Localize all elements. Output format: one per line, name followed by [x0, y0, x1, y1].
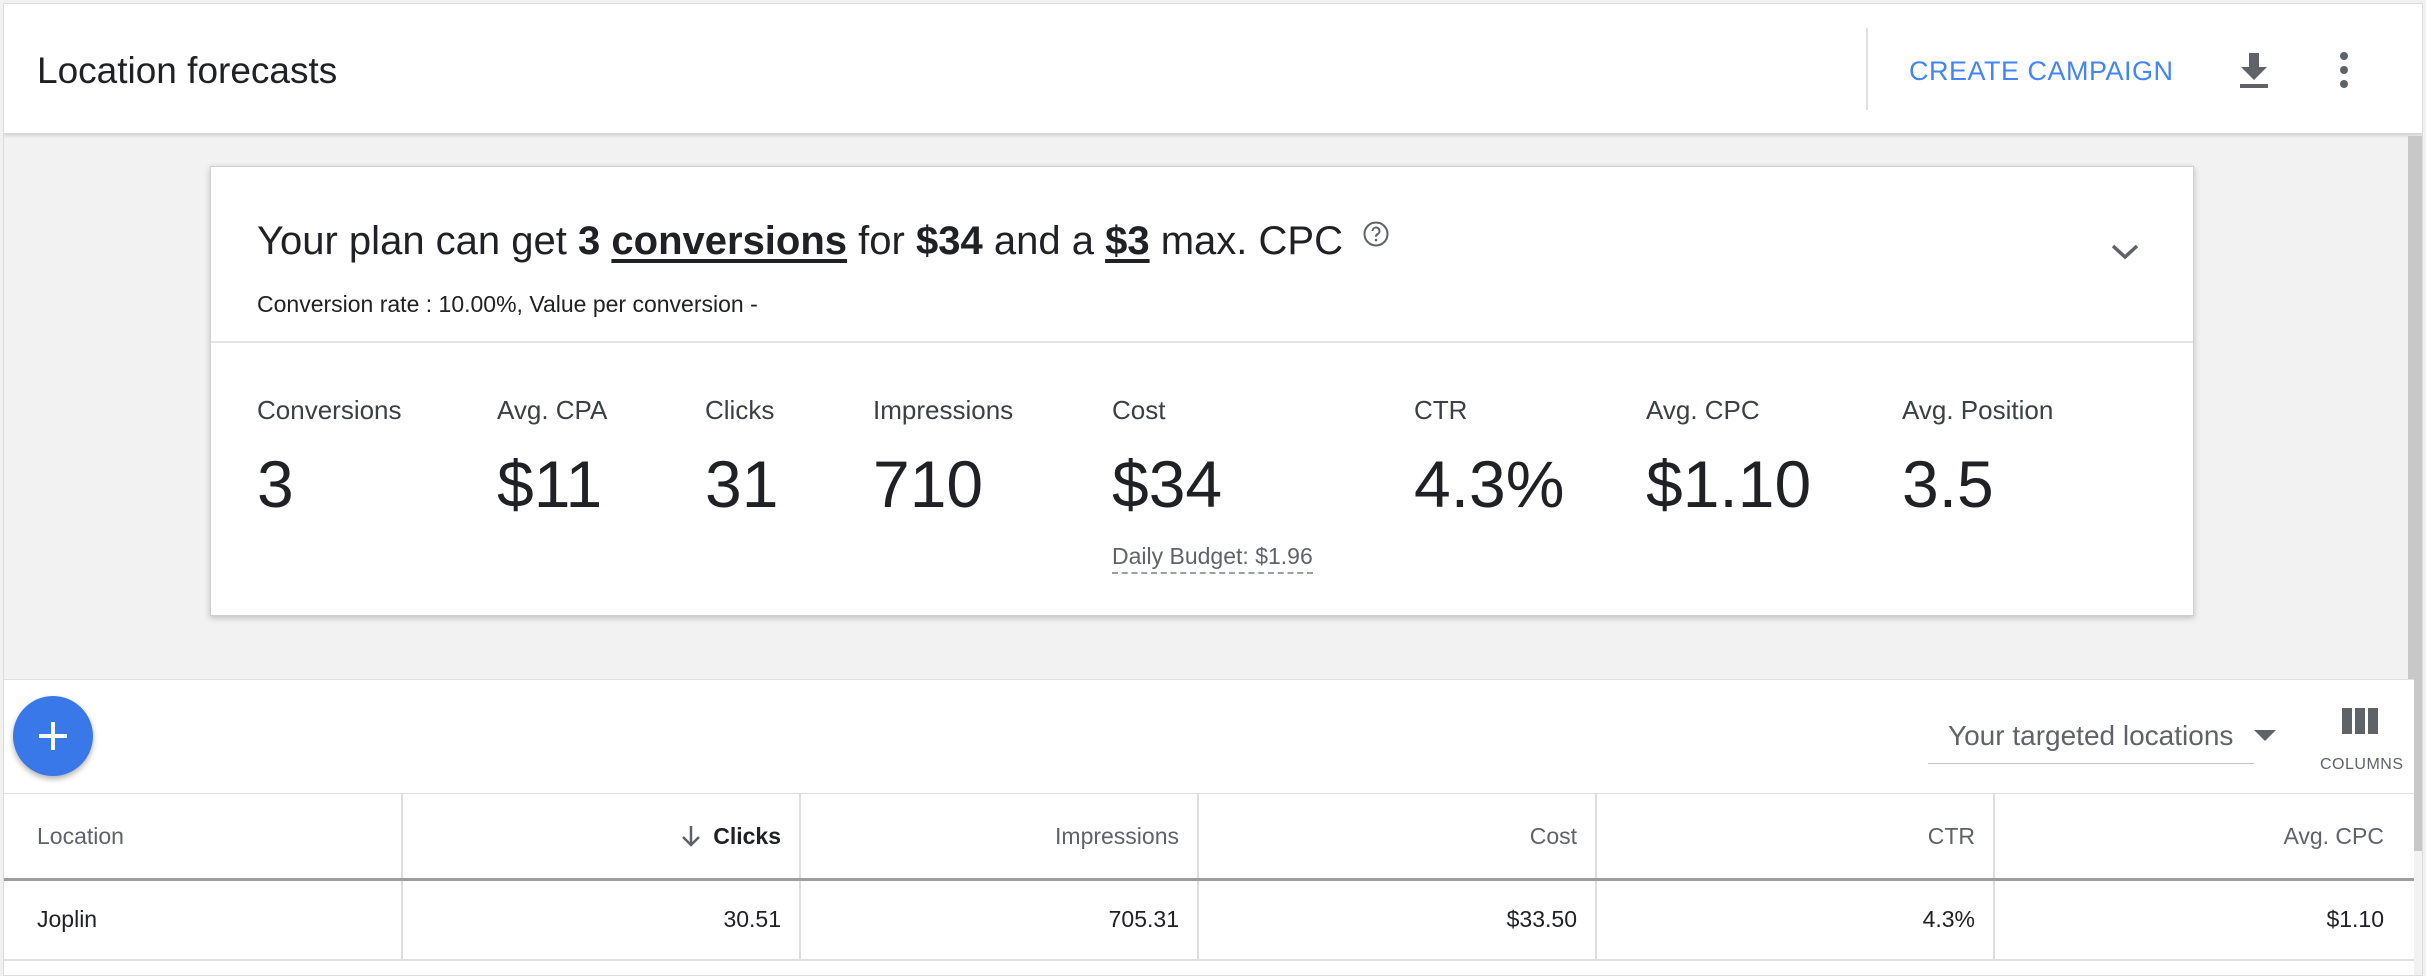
column-header-ctr[interactable]: CTR: [1596, 793, 1995, 881]
column-header-label: Clicks: [713, 822, 781, 849]
column-header-location[interactable]: Location: [4, 793, 403, 881]
cell-ctr: 4.3%: [1596, 879, 1995, 961]
plan-prefix: Your plan can get: [257, 219, 567, 263]
chevron-down-icon[interactable]: [2109, 241, 2141, 263]
and-a-word: and a: [993, 219, 1094, 263]
create-campaign-button[interactable]: CREATE CAMPAIGN: [1909, 56, 2174, 86]
metric-value: 3: [257, 447, 294, 521]
metric-conversions: Conversions 3: [257, 395, 402, 522]
help-icon[interactable]: [1362, 220, 1390, 248]
cell-location: Joplin: [4, 879, 403, 961]
more-vert-icon[interactable]: [2334, 50, 2354, 90]
location-filter-label: Your targeted locations: [1948, 720, 2234, 751]
metric-value: 3.5: [1902, 447, 1994, 521]
plus-icon: [39, 722, 67, 750]
column-header-impressions[interactable]: Impressions: [800, 793, 1199, 881]
plan-summary: Your plan can get 3 conversions for $34 …: [257, 219, 1390, 264]
columns-icon: [2342, 708, 2378, 734]
columns-button[interactable]: COLUMNS: [2320, 706, 2404, 776]
header-divider: [1866, 28, 1868, 110]
metric-value: 710: [873, 447, 984, 521]
metric-label: Avg. Position: [1902, 395, 2054, 425]
metric-label: Avg. CPA: [497, 395, 608, 425]
app-frame: Location forecasts CREATE CAMPAIGN Your …: [3, 3, 2423, 976]
column-header-avg-cpc[interactable]: Avg. CPC: [1994, 793, 2414, 881]
caret-down-icon: [2254, 730, 2276, 741]
metric-label: Clicks: [705, 395, 775, 425]
metric-cost: Cost $34 Daily Budget: $1.96: [1112, 395, 1313, 574]
metric-label: Avg. CPC: [1646, 395, 1760, 425]
cell-impressions: 705.31: [800, 879, 1199, 961]
metric-value: $34: [1112, 447, 1223, 521]
metric-value: 4.3%: [1414, 447, 1565, 521]
scrollbar[interactable]: [2408, 136, 2422, 851]
table-header-row: Location Clicks Impressions Cost CTR Avg…: [4, 793, 2414, 881]
column-header-cost[interactable]: Cost: [1198, 793, 1597, 881]
conversion-rate-text: Conversion rate : 10.00%, Value per conv…: [257, 291, 758, 317]
cell-avg-cpc: $1.10: [1994, 879, 2414, 961]
metric-impressions: Impressions 710: [873, 395, 1013, 522]
add-location-button[interactable]: [13, 696, 93, 776]
metric-value: 31: [705, 447, 779, 521]
metric-value: $11: [497, 447, 603, 521]
sort-down-arrow-icon: [682, 825, 701, 847]
max-cpc-link[interactable]: $3: [1105, 219, 1150, 263]
metric-clicks: Clicks 31: [705, 395, 778, 522]
conversions-link[interactable]: conversions: [611, 219, 848, 263]
plan-cost: $34: [915, 219, 983, 263]
metric-label: Impressions: [873, 395, 1014, 425]
cell-clicks: 30.51: [402, 879, 801, 961]
cell-cost: $33.50: [1198, 879, 1597, 961]
table-row[interactable]: Joplin 30.51 705.31 $33.50 4.3% $1.10: [4, 879, 2414, 961]
max-cpc-suffix: max. CPC: [1160, 219, 1343, 263]
page-header: Location forecasts CREATE CAMPAIGN: [4, 4, 2422, 134]
metric-avg-cpc: Avg. CPC $1.10: [1646, 395, 1811, 522]
metric-value: $1.10: [1646, 447, 1812, 521]
location-table: Location Clicks Impressions Cost CTR Avg…: [4, 793, 2414, 961]
daily-budget[interactable]: Daily Budget: $1.96: [1112, 543, 1313, 574]
metric-label: Cost: [1112, 395, 1166, 425]
column-header-clicks[interactable]: Clicks: [402, 793, 801, 881]
location-filter-dropdown[interactable]: Your targeted locations: [1928, 704, 2276, 764]
page-title: Location forecasts: [37, 50, 338, 91]
card-divider: [211, 341, 2193, 343]
for-word: for: [858, 219, 905, 263]
metric-ctr: CTR 4.3%: [1414, 395, 1564, 522]
metric-label: CTR: [1414, 395, 1468, 425]
metric-avg-cpa: Avg. CPA $11: [497, 395, 607, 522]
metric-label: Conversions: [257, 395, 402, 425]
metric-avg-position: Avg. Position 3.5: [1902, 395, 2053, 522]
columns-label: COLUMNS: [2320, 756, 2404, 773]
forecast-summary-card: Your plan can get 3 conversions for $34 …: [210, 166, 2194, 616]
conversions-count: 3: [578, 219, 601, 263]
download-icon[interactable]: [2236, 51, 2272, 91]
